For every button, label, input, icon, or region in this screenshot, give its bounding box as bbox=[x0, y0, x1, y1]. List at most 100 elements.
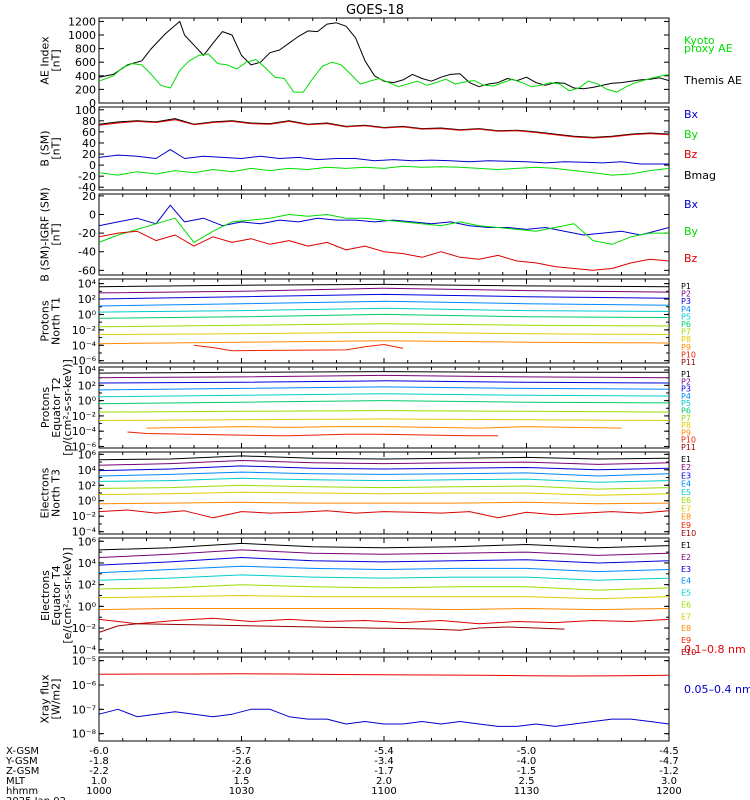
legend-entry: P1 bbox=[681, 282, 691, 291]
series-p3 bbox=[98, 380, 670, 384]
y-tick-label: 10⁰ bbox=[78, 600, 97, 613]
series-p3 bbox=[98, 293, 670, 300]
y-tick-label: 0 bbox=[89, 97, 96, 110]
y-axis-label: Protons bbox=[39, 387, 52, 428]
legend-entry: P7 bbox=[681, 414, 691, 423]
series-bx bbox=[98, 149, 669, 165]
series-e9 bbox=[98, 509, 670, 519]
y-tick-label: 10² bbox=[78, 293, 96, 306]
series-p2 bbox=[98, 287, 670, 294]
legend-entry: P3 bbox=[681, 385, 691, 394]
legend-entry: P4 bbox=[681, 305, 691, 314]
legend-entry: Bx bbox=[684, 198, 699, 211]
time-axis-value: -4.5 bbox=[659, 746, 679, 757]
y-tick-label: 10⁻² bbox=[72, 622, 96, 635]
y-axis-label: Equator T4 bbox=[50, 565, 63, 625]
legend-entry: Themis AE bbox=[683, 74, 742, 87]
y-tick-label: 10⁶ bbox=[78, 448, 97, 461]
legend-entry: E9 bbox=[681, 636, 691, 645]
series-e1 bbox=[98, 542, 670, 551]
series-p6 bbox=[98, 400, 670, 405]
legend-entry: P10 bbox=[681, 436, 696, 445]
series-group bbox=[98, 542, 670, 633]
y-tick-label: 10⁰ bbox=[78, 395, 97, 408]
legend-entry: E6 bbox=[681, 600, 691, 609]
legend-entry: E4 bbox=[681, 577, 691, 586]
legend-entry: E1 bbox=[681, 541, 691, 550]
series-p5 bbox=[98, 307, 670, 313]
legend-entry: E1 bbox=[681, 455, 691, 464]
legend-entry: P6 bbox=[681, 320, 691, 329]
legend-entry: P6 bbox=[681, 407, 691, 416]
time-axis-value: -2.2 bbox=[89, 766, 109, 777]
series-kyoto-proxy-ae bbox=[98, 53, 670, 93]
y-tick-label: 80 bbox=[82, 115, 96, 128]
time-axis-value: -2.6 bbox=[232, 756, 252, 767]
y-axis-label: North T1 bbox=[50, 297, 63, 345]
legend: Bx By Bz Bmag bbox=[684, 108, 716, 182]
y-axis-label: Electrons bbox=[39, 467, 52, 518]
series-p9 bbox=[98, 340, 670, 345]
series-bz bbox=[98, 119, 670, 139]
legend-entry: P9 bbox=[681, 343, 691, 352]
legend-entry: P2 bbox=[681, 290, 691, 299]
time-axis-value: 2.0 bbox=[376, 776, 392, 787]
series-e8 bbox=[98, 608, 670, 611]
y-tick-label: 10⁻² bbox=[72, 410, 96, 423]
legend-entry: E6 bbox=[681, 496, 691, 505]
series-e4 bbox=[98, 565, 670, 574]
series-e2 bbox=[98, 460, 670, 466]
series-e10 bbox=[98, 623, 565, 633]
legend-entry: P2 bbox=[681, 377, 691, 386]
y-tick-label: 10⁰ bbox=[78, 495, 97, 508]
y-tick-label: 10⁻⁶ bbox=[72, 440, 97, 453]
series-0-1-0-8-nm bbox=[98, 673, 670, 677]
series-group bbox=[98, 204, 670, 271]
legend-entry: P11 bbox=[681, 358, 696, 367]
y-tick-label: 10⁻² bbox=[72, 510, 96, 523]
series-group bbox=[98, 371, 670, 437]
series-p7 bbox=[98, 323, 670, 328]
panel-3: -60 -40 -20 0 20 B (SM)-IGRF (SM)[nT] Bx By Bz bbox=[39, 187, 699, 281]
series-e7 bbox=[98, 491, 670, 496]
legend-entry: E10 bbox=[681, 529, 696, 538]
y-tick-label: 10² bbox=[78, 479, 96, 492]
series-p9 bbox=[146, 426, 622, 429]
y-axis-label: North T3 bbox=[50, 469, 63, 517]
y-axis-label: [e/(cm²-s-sr-keV)] bbox=[61, 547, 74, 643]
series-e5 bbox=[98, 574, 670, 581]
y-axis-label: Equator T2 bbox=[50, 377, 63, 437]
y-axis-label: B (SM)-IGRF (SM) bbox=[39, 187, 52, 281]
y-axis-label: [W/m2] bbox=[50, 679, 63, 720]
legend-entry: P8 bbox=[681, 335, 691, 344]
series-bz bbox=[98, 230, 670, 271]
legend-entry: P10 bbox=[681, 350, 696, 359]
legend: Bx By Bz bbox=[684, 198, 699, 265]
y-tick-label: 20 bbox=[82, 190, 96, 203]
series-p6 bbox=[98, 313, 670, 319]
y-axis-label: [nT] bbox=[50, 49, 63, 71]
series-p2 bbox=[98, 374, 670, 379]
time-axis-value: -2.0 bbox=[232, 766, 252, 777]
time-axis-value: 1.5 bbox=[234, 776, 250, 787]
legend-entry: 0.1–0.8 nm bbox=[684, 643, 746, 656]
time-axis-row-label: Z-GSM bbox=[6, 766, 39, 777]
legend-entry: P11 bbox=[681, 443, 696, 452]
legend-entry: E3 bbox=[681, 565, 691, 574]
panel-frame bbox=[98, 17, 670, 104]
time-axis-value: -3.4 bbox=[374, 756, 394, 767]
y-tick-label: 20 bbox=[82, 148, 96, 161]
legend-entry: E7 bbox=[681, 612, 691, 621]
time-axis-value: -1.7 bbox=[374, 766, 394, 777]
legend-entry: P5 bbox=[681, 312, 691, 321]
time-axis-row-label: Y-GSM bbox=[5, 756, 38, 767]
legend-entry: Bz bbox=[684, 252, 698, 265]
